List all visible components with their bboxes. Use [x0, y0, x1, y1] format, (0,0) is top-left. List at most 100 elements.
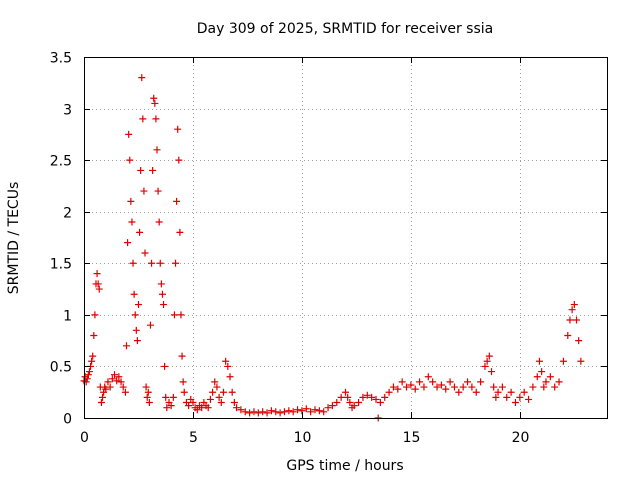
data-point: [169, 393, 177, 401]
data-point: [157, 280, 165, 288]
data-point: [228, 388, 236, 396]
data-point: [149, 166, 157, 174]
data-point: [209, 388, 217, 396]
data-point: [446, 378, 454, 386]
data-point: [146, 321, 154, 329]
data-point: [254, 409, 262, 417]
data-point: [128, 218, 136, 226]
data-point: [154, 187, 162, 195]
data-point: [126, 156, 134, 164]
data-point: [172, 259, 180, 267]
data-point: [381, 393, 389, 401]
data-point: [450, 383, 458, 391]
y-tick-label: 0.5: [50, 360, 72, 376]
data-point: [294, 406, 302, 414]
data-point: [533, 373, 541, 381]
data-point: [140, 187, 148, 195]
data-point: [124, 239, 132, 247]
data-point: [540, 383, 548, 391]
data-point: [132, 326, 140, 334]
data-point: [117, 378, 125, 386]
data-point: [350, 402, 358, 410]
data-point: [104, 378, 112, 386]
y-tick-label: 1.5: [50, 257, 72, 273]
data-point: [328, 402, 336, 410]
data-point: [176, 228, 184, 236]
data-point: [320, 408, 328, 416]
data-point: [442, 385, 450, 393]
data-point: [302, 405, 310, 413]
data-point: [158, 290, 166, 298]
data-point: [206, 395, 214, 403]
data-point: [93, 270, 101, 278]
data-point: [385, 388, 393, 396]
data-point: [455, 388, 463, 396]
data-point: [222, 357, 230, 365]
data-point: [516, 393, 524, 401]
data-point: [559, 357, 567, 365]
data-point: [145, 399, 153, 407]
data-point: [315, 407, 323, 415]
data-point: [179, 378, 187, 386]
x-tick-label: 20: [512, 430, 530, 446]
data-point: [507, 388, 515, 396]
tick-labels-layer: 0 0.5 1 1.5 2 2.5 3 3.5 0 5 10 15 20: [50, 51, 530, 447]
chart-title: Day 309 of 2025, SRMTID for receiver ssi…: [197, 21, 493, 37]
data-point: [285, 407, 293, 415]
data-point: [490, 383, 498, 391]
data-point: [193, 406, 201, 414]
data-point: [416, 378, 424, 386]
data-point: [472, 388, 480, 396]
data-point: [161, 362, 169, 370]
data-point: [217, 399, 225, 407]
data-point: [368, 393, 376, 401]
data-point: [170, 311, 178, 319]
data-point: [90, 331, 98, 339]
data-point: [160, 301, 168, 309]
data-point: [185, 402, 193, 410]
data-point: [263, 409, 271, 417]
data-point: [119, 383, 127, 391]
data-point: [237, 406, 245, 414]
data-point: [272, 408, 280, 416]
data-point: [241, 408, 249, 416]
y-tick-label: 3: [63, 103, 72, 119]
data-point: [97, 399, 105, 407]
data-point: [175, 156, 183, 164]
data-point: [94, 280, 102, 288]
data-point: [152, 115, 160, 123]
data-point: [398, 378, 406, 386]
data-point: [130, 290, 138, 298]
data-point: [137, 166, 145, 174]
data-point: [298, 407, 306, 415]
y-tick-label: 2: [63, 206, 72, 222]
data-point: [546, 373, 554, 381]
data-point: [555, 378, 563, 386]
data-point: [91, 311, 99, 319]
data-point: [485, 352, 493, 360]
x-tick-label: 15: [403, 430, 421, 446]
y-axis-label: SRMTID / TECUs: [6, 182, 22, 295]
data-point: [481, 362, 489, 370]
data-point: [503, 393, 511, 401]
data-point: [459, 383, 467, 391]
data-point: [178, 352, 186, 360]
data-point: [215, 393, 223, 401]
y-tick-label: 2.5: [50, 154, 72, 170]
data-point: [163, 404, 171, 412]
data-point: [162, 393, 170, 401]
data-point: [95, 285, 103, 293]
data-point: [568, 306, 576, 314]
data-point: [488, 368, 496, 376]
data-point: [477, 378, 485, 386]
data-point: [122, 342, 130, 350]
data-point: [520, 388, 528, 396]
data-point: [551, 383, 559, 391]
data-point: [180, 388, 188, 396]
data-point: [224, 362, 232, 370]
data-point: [342, 388, 349, 396]
data-point: [572, 316, 580, 324]
data-point: [246, 409, 254, 417]
data-point: [219, 388, 227, 396]
data-point: [143, 393, 151, 401]
